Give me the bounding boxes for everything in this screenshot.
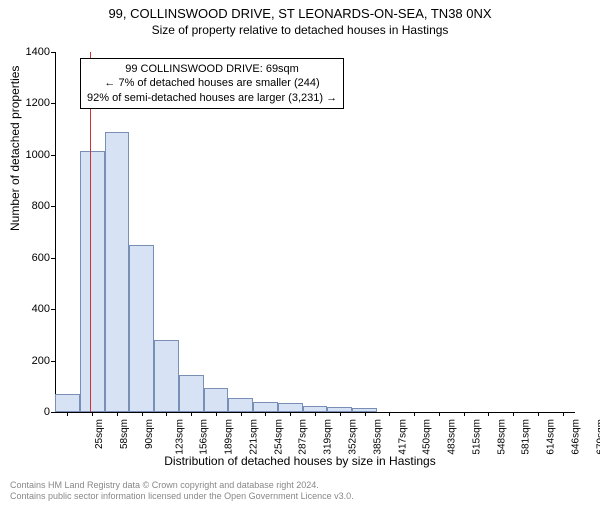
annotation-box: 99 COLLINSWOOD DRIVE: 69sqm ← 7% of deta…	[80, 58, 344, 109]
x-tick-label: 417sqm	[397, 419, 408, 455]
x-tick-mark	[117, 412, 118, 416]
footer-line-1: Contains HM Land Registry data © Crown c…	[10, 480, 354, 491]
y-tick-mark	[51, 258, 55, 259]
x-tick-label: 58sqm	[119, 419, 130, 449]
x-tick-label: 90sqm	[144, 419, 155, 449]
x-tick-mark	[488, 412, 489, 416]
histogram-bar	[105, 132, 130, 412]
x-tick-label: 123sqm	[174, 419, 185, 455]
annotation-line-2: ← 7% of detached houses are smaller (244…	[87, 76, 337, 90]
x-tick-label: 679sqm	[595, 419, 600, 455]
chart-container: 99, COLLINSWOOD DRIVE, ST LEONARDS-ON-SE…	[0, 6, 600, 506]
x-tick-mark	[265, 412, 266, 416]
y-tick-label: 800	[10, 200, 50, 212]
y-tick-mark	[51, 155, 55, 156]
y-tick-label: 400	[10, 303, 50, 315]
footer: Contains HM Land Registry data © Crown c…	[10, 480, 354, 502]
y-tick-mark	[51, 412, 55, 413]
chart-subtitle: Size of property relative to detached ho…	[0, 23, 600, 37]
histogram-bar	[129, 245, 154, 412]
x-tick-label: 319sqm	[323, 419, 334, 455]
x-tick-mark	[538, 412, 539, 416]
x-tick-mark	[414, 412, 415, 416]
y-tick-label: 1200	[10, 97, 50, 109]
x-tick-label: 287sqm	[298, 419, 309, 455]
x-tick-mark	[241, 412, 242, 416]
x-tick-label: 483sqm	[447, 419, 458, 455]
y-tick-label: 1000	[10, 149, 50, 161]
histogram-bar	[179, 375, 204, 412]
y-tick-mark	[51, 103, 55, 104]
x-tick-mark	[464, 412, 465, 416]
y-tick-mark	[51, 361, 55, 362]
annotation-line-1: 99 COLLINSWOOD DRIVE: 69sqm	[87, 62, 337, 76]
y-tick-mark	[51, 52, 55, 53]
histogram-bar	[204, 388, 229, 412]
x-tick-mark	[513, 412, 514, 416]
y-tick-label: 600	[10, 252, 50, 264]
footer-line-2: Contains public sector information licen…	[10, 491, 354, 502]
x-tick-label: 221sqm	[249, 419, 260, 455]
chart-title: 99, COLLINSWOOD DRIVE, ST LEONARDS-ON-SE…	[0, 6, 600, 21]
x-tick-mark	[315, 412, 316, 416]
x-tick-label: 515sqm	[471, 419, 482, 455]
x-axis-caption: Distribution of detached houses by size …	[0, 454, 600, 468]
histogram-bar	[55, 394, 80, 412]
x-tick-label: 581sqm	[521, 419, 532, 455]
x-tick-label: 156sqm	[199, 419, 210, 455]
histogram-bar	[278, 403, 303, 412]
x-tick-mark	[67, 412, 68, 416]
x-tick-label: 385sqm	[372, 419, 383, 455]
y-tick-label: 0	[10, 406, 50, 418]
x-tick-mark	[290, 412, 291, 416]
x-tick-label: 352sqm	[348, 419, 359, 455]
histogram-bar	[228, 398, 253, 412]
x-tick-mark	[92, 412, 93, 416]
y-tick-mark	[51, 206, 55, 207]
x-tick-mark	[563, 412, 564, 416]
x-tick-mark	[142, 412, 143, 416]
x-tick-mark	[389, 412, 390, 416]
annotation-line-3: 92% of semi-detached houses are larger (…	[87, 91, 337, 105]
x-tick-mark	[216, 412, 217, 416]
x-tick-label: 189sqm	[224, 419, 235, 455]
y-tick-mark	[51, 309, 55, 310]
x-tick-mark	[365, 412, 366, 416]
x-tick-label: 548sqm	[496, 419, 507, 455]
histogram-bar	[154, 340, 179, 412]
x-tick-mark	[191, 412, 192, 416]
x-tick-mark	[166, 412, 167, 416]
x-tick-label: 450sqm	[422, 419, 433, 455]
x-tick-label: 25sqm	[94, 419, 105, 449]
x-tick-label: 614sqm	[546, 419, 557, 455]
x-tick-mark	[439, 412, 440, 416]
y-tick-label: 1400	[10, 46, 50, 58]
x-tick-label: 646sqm	[570, 419, 581, 455]
y-tick-label: 200	[10, 355, 50, 367]
x-tick-label: 254sqm	[273, 419, 284, 455]
histogram-bar	[80, 151, 105, 412]
histogram-bar	[253, 402, 278, 412]
x-tick-mark	[340, 412, 341, 416]
